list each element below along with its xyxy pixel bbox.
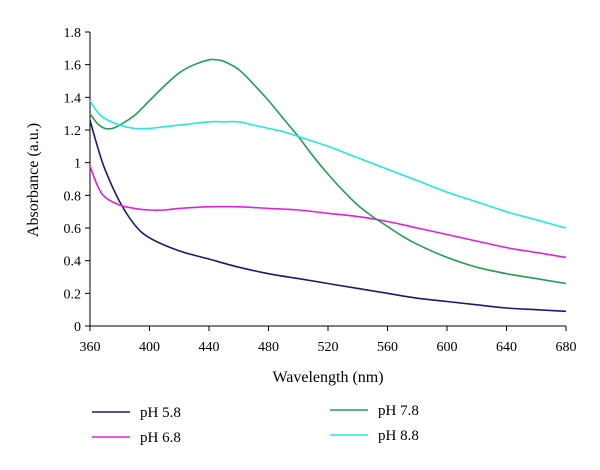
- x-tick-label: 560: [377, 340, 398, 355]
- y-tick-label: 1.2: [64, 124, 82, 139]
- series-line-ph-5-8: [89, 119, 567, 313]
- series-line-ph-6-8: [89, 165, 567, 259]
- y-tick-label: 0.4: [64, 255, 82, 270]
- x-tick-label: 480: [258, 340, 279, 355]
- legend-label: pH 5.8: [140, 405, 181, 421]
- legend-label: pH 7.8: [378, 403, 419, 419]
- series-line-ph-8-8: [89, 100, 567, 229]
- legend: pH 5.8 pH 6.8 pH 7.8 pH 8.8: [92, 403, 419, 446]
- chart-ticks: 360 400 440 480 520 560 600 640 680 0 0.2 0.4 0.6 0.8…: [64, 26, 577, 355]
- y-tick-label: 1.8: [64, 26, 82, 41]
- y-tick-label: 0.2: [64, 287, 82, 302]
- x-tick-label: 400: [139, 340, 160, 355]
- x-tick-label: 520: [318, 340, 339, 355]
- legend-label: pH 8.8: [378, 428, 419, 444]
- legend-item-ph-7-8: pH 7.8: [330, 403, 419, 419]
- legend-label: pH 6.8: [140, 430, 181, 446]
- y-tick-label: 0.6: [64, 222, 82, 237]
- legend-item-ph-8-8: pH 8.8: [330, 428, 419, 444]
- x-tick-label: 680: [556, 340, 577, 355]
- y-tick-label: 1.6: [64, 59, 82, 74]
- y-tick-label: 0: [74, 320, 81, 335]
- series-line-ph-7-8: [89, 58, 567, 285]
- y-tick-label: 1: [74, 157, 81, 172]
- x-tick-label: 360: [80, 340, 101, 355]
- x-tick-label: 440: [199, 340, 220, 355]
- x-axis-label: Wavelength (nm): [272, 369, 383, 386]
- legend-item-ph-6-8: pH 6.8: [92, 430, 181, 446]
- y-axis-label: Absorbance (a.u.): [25, 123, 42, 237]
- x-tick-label: 600: [437, 340, 458, 355]
- legend-item-ph-5-8: pH 5.8: [92, 405, 181, 421]
- y-tick-label: 0.8: [64, 189, 82, 204]
- y-tick-label: 1.4: [64, 91, 82, 106]
- x-tick-label: 640: [496, 340, 517, 355]
- chart-axes: [89, 32, 566, 327]
- chart-series: [89, 58, 567, 313]
